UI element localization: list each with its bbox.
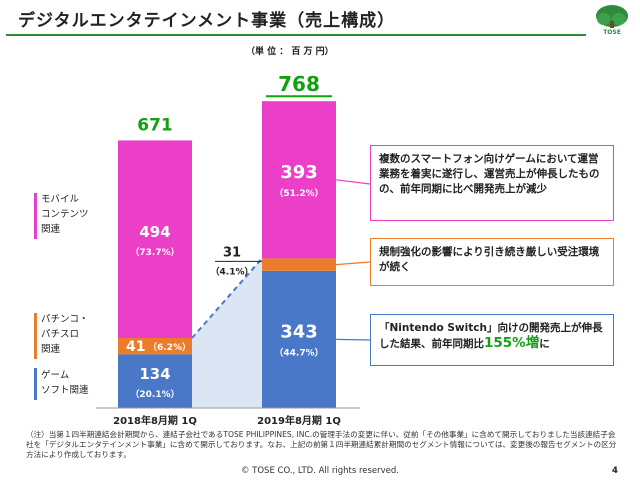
bar-segment-0-1 (118, 338, 192, 355)
unit-label: （単 位 ： 百 万 円） (246, 47, 334, 57)
category-label: 2018年8月期 1Q (113, 414, 197, 427)
callout-game-text: 「Nintendo Switch」向けの開発売上が伸長した結果、前年同期比 (379, 322, 603, 350)
title-divider (6, 34, 586, 36)
callout-game-suffix: に (539, 338, 550, 350)
legend-line: 関連 (41, 224, 61, 235)
legend-line: モバイル (41, 194, 80, 205)
logo-text: TOSE (603, 29, 621, 36)
copyright: © TOSE CO., LTD. All rights reserved. (240, 466, 400, 476)
share-label: （20.1%） (130, 389, 179, 400)
legend-swatch-game (34, 368, 37, 400)
callout-mobile-connector (335, 179, 371, 185)
legend-line: ゲーム (41, 370, 70, 381)
share-label: （6.2%） (148, 342, 191, 353)
bar-segment-0-2 (118, 140, 192, 338)
stacked-bar-chart: 134 （20.1%） 41 （6.2%） 494 （73.7%） 343 （44.7%） 31… (96, 72, 371, 427)
legend-line: 関連 (41, 344, 61, 355)
value-label: 494 (139, 223, 170, 241)
legend-item-game: ゲーム ソフト関連 (41, 368, 89, 398)
category-label: 2019年8月期 1Q (257, 414, 341, 427)
bar-segment-1-2 (262, 101, 336, 259)
share-label: （73.7%） (130, 247, 179, 258)
legend-line: パチスロ (41, 329, 80, 340)
callout-pachinko: 規制強化の影響により引き続き厳しい受注環境が続く (370, 238, 614, 286)
callout-game: 「Nintendo Switch」向けの開発売上が伸長した結果、前年同期比155… (370, 314, 614, 366)
value-label: 343 (280, 321, 318, 342)
bar-segment-0-0 (118, 354, 192, 408)
bar-segment-1-0 (262, 270, 336, 408)
total-label: 768 (278, 72, 320, 96)
tree-logo-icon (596, 5, 628, 28)
footnote: （注）当第１四半期連結会計期間から、連結子会社であるTOSE PHILIPPIN… (26, 430, 617, 459)
value-label: 31 (223, 245, 241, 260)
page-title: デジタルエンタテインメント事業（売上構成） (18, 11, 396, 31)
share-label: （4.1%） (211, 266, 254, 277)
value-label: 393 (280, 162, 318, 183)
legend-line: ソフト関連 (41, 385, 89, 396)
callout-pachinko-connector (335, 261, 371, 266)
legend-swatch-pachinko (34, 313, 37, 359)
legend-line: コンテンツ (41, 209, 89, 220)
value-label: 41 (126, 339, 145, 355)
connector-fill (192, 258, 262, 408)
legend-item-pachinko: パチンコ・ パチスロ 関連 (41, 312, 89, 357)
legend-line: パチンコ・ (41, 314, 89, 325)
growth-highlight: 155%増 (484, 335, 540, 351)
callout-pachinko-text: 規制強化の影響により引き続き厳しい受注環境が続く (379, 246, 600, 273)
share-label: （44.7%） (274, 347, 323, 358)
value-label: 134 (139, 365, 170, 383)
legend-swatch-mobile (34, 193, 37, 239)
total-label: 671 (137, 115, 173, 135)
page-number: 4 (612, 466, 618, 476)
share-label: （51.2%） (274, 188, 323, 199)
callout-mobile-text: 複数のスマートフォン向けゲームにおいて運営業務を着実に遂行し、運営売上が伸長した… (379, 153, 600, 195)
bar-segment-1-1 (262, 258, 336, 271)
callout-game-connector (335, 338, 371, 341)
callout-mobile: 複数のスマートフォン向けゲームにおいて運営業務を着実に遂行し、運営売上が伸長した… (370, 145, 614, 221)
slide-header: デジタルエンタテインメント事業（売上構成） TOSE (0, 0, 640, 40)
legend-item-mobile: モバイル コンテンツ 関連 (41, 192, 89, 237)
